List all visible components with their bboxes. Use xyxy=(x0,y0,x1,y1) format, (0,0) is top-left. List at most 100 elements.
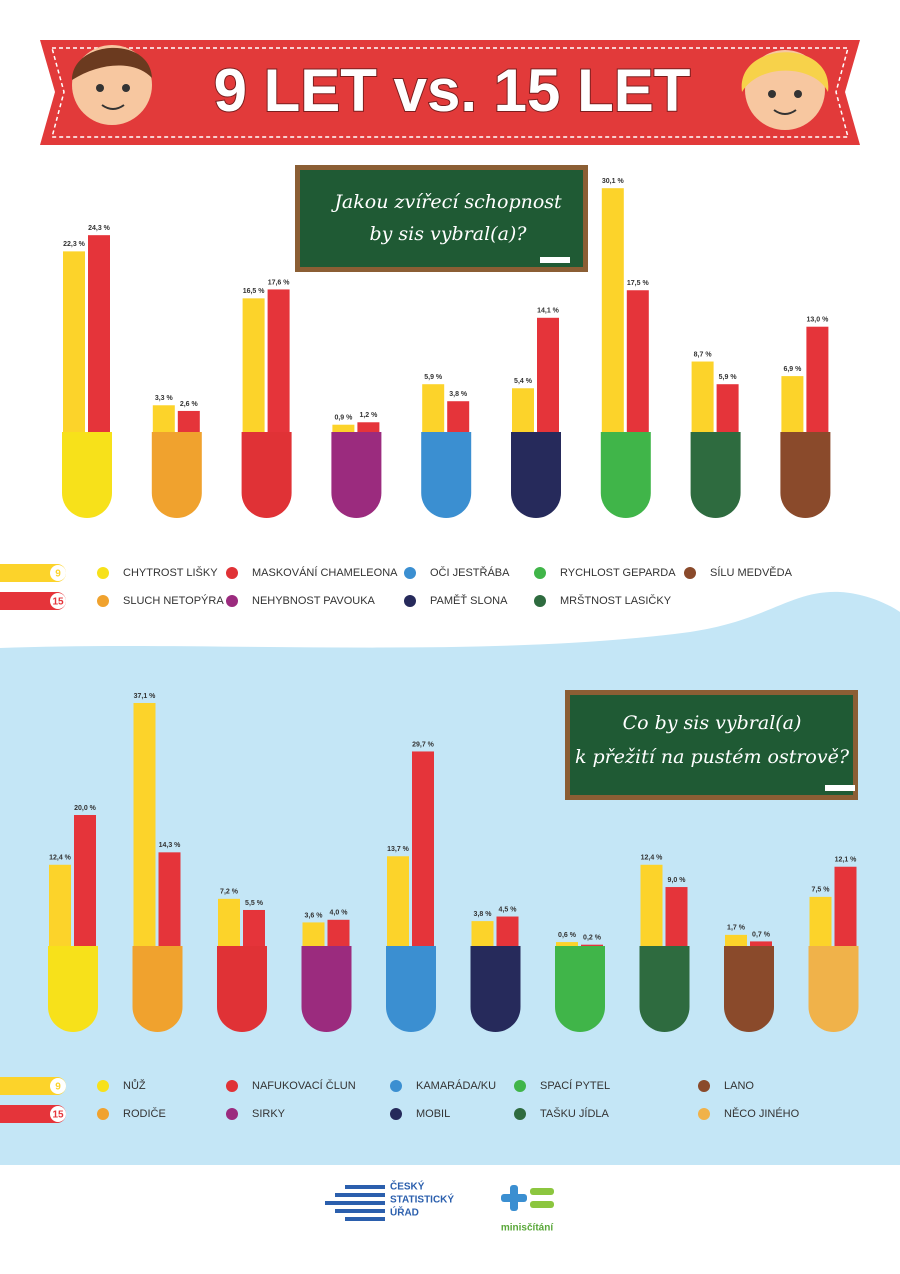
value-label: 14,1 % xyxy=(537,308,560,315)
bar xyxy=(601,188,624,432)
legend-swatch xyxy=(390,1080,402,1092)
page-title: 9 LET vs. 15 LET xyxy=(214,57,691,124)
bar xyxy=(640,864,663,946)
legend-label: TAŠKU JÍDLA xyxy=(540,1107,610,1120)
legend-swatch xyxy=(97,1108,109,1120)
value-label: 12,4 % xyxy=(641,855,664,862)
category-tube xyxy=(600,432,651,518)
bar xyxy=(496,916,519,946)
bar xyxy=(471,921,494,946)
series-pill-badge xyxy=(50,1106,66,1122)
series-pill xyxy=(0,564,66,582)
value-label: 8,7 % xyxy=(694,351,713,358)
bar xyxy=(665,887,688,946)
bar xyxy=(626,290,649,432)
category-tube xyxy=(555,946,605,1032)
value-label: 1,7 % xyxy=(727,925,746,932)
category-tube xyxy=(808,946,859,1032)
bar xyxy=(691,361,714,432)
value-label: 30,1 % xyxy=(602,178,625,185)
legend-swatch xyxy=(534,567,546,579)
bar xyxy=(133,702,156,946)
bar xyxy=(512,388,534,432)
category-tube xyxy=(780,432,831,518)
category-tube xyxy=(331,432,382,518)
bar xyxy=(412,751,434,946)
series-pill xyxy=(0,592,66,610)
bar xyxy=(809,896,832,946)
legend-label: PAMĚŤ SLONA xyxy=(430,594,508,607)
series-pill-badge xyxy=(50,565,66,581)
value-label: 13,7 % xyxy=(387,846,410,853)
value-label: 7,5 % xyxy=(812,887,831,894)
legend-swatch xyxy=(226,1080,238,1092)
legend-label: KAMARÁDA/KU xyxy=(416,1079,496,1092)
bar xyxy=(537,317,559,432)
category-tube xyxy=(639,946,690,1032)
value-label: 7,2 % xyxy=(220,889,239,896)
value-label: 37,1 % xyxy=(134,693,157,700)
value-label: 0,9 % xyxy=(334,415,353,422)
category-tube xyxy=(724,946,774,1032)
value-label: 4,5 % xyxy=(499,906,518,913)
csu-logo-text: ČESKÝ xyxy=(390,1180,425,1193)
value-label: 24,3 % xyxy=(88,225,111,232)
value-label: 20,0 % xyxy=(74,805,97,812)
bar xyxy=(327,919,350,946)
value-label: 29,7 % xyxy=(412,741,435,748)
bar xyxy=(49,864,71,946)
bar xyxy=(556,942,578,946)
legend-swatch xyxy=(404,595,416,607)
census-logo-text: minisčítání xyxy=(501,1223,554,1234)
legend-swatch xyxy=(698,1080,710,1092)
value-label: 17,5 % xyxy=(627,280,650,287)
category-tube xyxy=(690,432,741,518)
legend-label: RYCHLOST GEPARDA xyxy=(560,567,676,579)
legend-swatch xyxy=(390,1108,402,1120)
category-tube xyxy=(132,946,183,1032)
legend-swatch xyxy=(226,567,238,579)
bar xyxy=(806,326,829,432)
chalkboard xyxy=(565,690,858,800)
value-label: 5,9 % xyxy=(424,374,443,381)
legend-label: NŮŽ xyxy=(123,1079,146,1092)
value-label: 22,3 % xyxy=(63,241,86,248)
legend-series-label: 15 xyxy=(52,597,64,608)
bar xyxy=(725,934,747,946)
series-pill xyxy=(0,1105,66,1123)
legend-swatch xyxy=(97,595,109,607)
category-tube xyxy=(48,946,98,1032)
legend-label: NĚCO JINÉHO xyxy=(724,1107,800,1120)
value-label: 3,3 % xyxy=(155,395,174,402)
bar xyxy=(716,384,739,432)
legend-series-label: 9 xyxy=(55,1082,61,1093)
bar xyxy=(88,235,110,432)
legend-swatch xyxy=(684,567,696,579)
bar xyxy=(267,289,290,432)
legend-label: NAFUKOVACÍ ČLUN xyxy=(252,1079,356,1092)
value-label: 16,5 % xyxy=(243,288,266,295)
legend-swatch xyxy=(97,567,109,579)
category-tube xyxy=(62,432,112,518)
legend-swatch xyxy=(514,1108,526,1120)
header-banner xyxy=(40,40,860,145)
legend-label: MASKOVÁNÍ CHAMELEONA xyxy=(252,566,398,579)
bar xyxy=(581,944,603,946)
bar xyxy=(242,298,265,432)
legend-label: MRŠTNOST LASIČKY xyxy=(560,594,672,607)
value-label: 0,7 % xyxy=(752,931,771,938)
legend-label: OČI JESTŘÁBA xyxy=(430,566,510,579)
legend-label: NEHYBNOST PAVOUKA xyxy=(252,595,376,607)
value-label: 12,1 % xyxy=(835,857,858,864)
category-tube xyxy=(217,946,267,1032)
legend-swatch xyxy=(226,595,238,607)
bar xyxy=(447,401,470,432)
category-tube xyxy=(421,432,472,518)
category-tube xyxy=(386,946,436,1032)
value-label: 0,6 % xyxy=(558,932,577,939)
bar xyxy=(158,852,181,946)
value-label: 9,0 % xyxy=(668,877,687,884)
csu-logo-icon xyxy=(325,1185,385,1221)
value-label: 17,6 % xyxy=(268,279,291,286)
